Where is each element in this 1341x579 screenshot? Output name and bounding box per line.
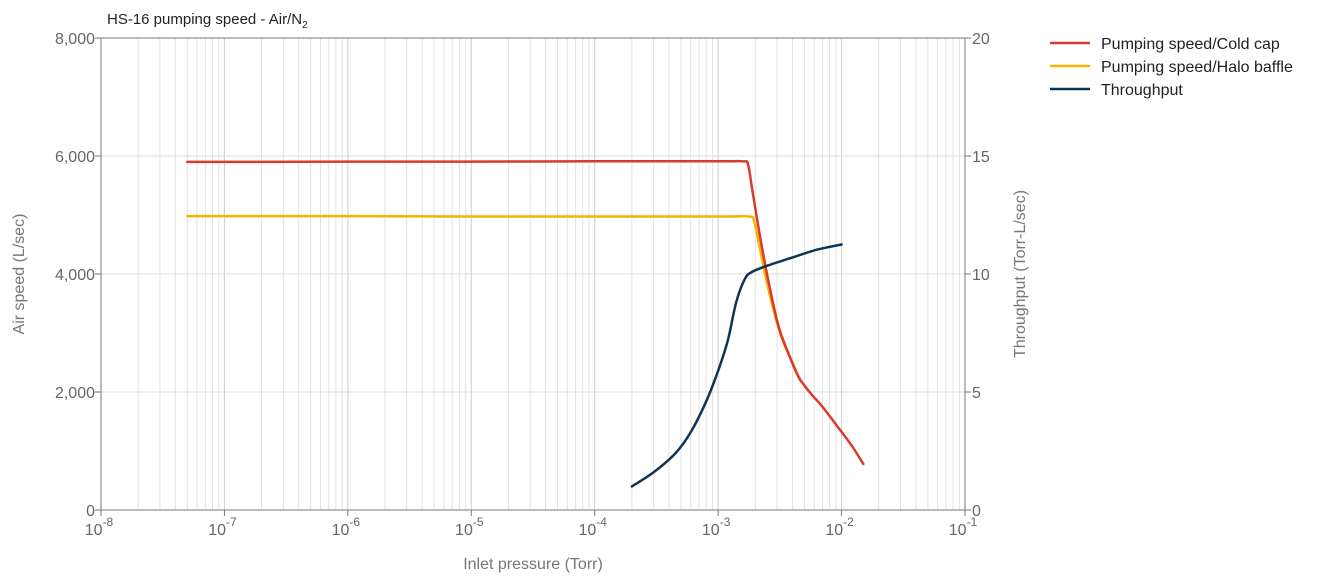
y2-axis-title: Throughput (Torr-L/sec) bbox=[1012, 190, 1029, 358]
y-tick-label: 0 bbox=[86, 503, 95, 520]
series-layer bbox=[186, 159, 865, 488]
y2-tick-label: 5 bbox=[972, 385, 981, 402]
x-tick-label: 10-6 bbox=[332, 515, 361, 539]
legend-item-pumping-speed-cold-cap: Pumping speed/Cold cap bbox=[1050, 36, 1280, 53]
y-tick-label: 8,000 bbox=[55, 31, 95, 48]
x-tick-label: 10-4 bbox=[578, 515, 607, 539]
legend-label: Pumping speed/Halo baffle bbox=[1101, 59, 1293, 76]
y2-axis-ticks: 0 5 10 15 20 bbox=[965, 31, 990, 520]
legend-item-pumping-speed-halo-baffle: Pumping speed/Halo baffle bbox=[1050, 59, 1293, 76]
y-tick-label: 4,000 bbox=[55, 267, 95, 284]
x-axis-title: Inlet pressure (Torr) bbox=[463, 556, 603, 573]
y-axis-ticks: 0 2,000 4,000 6,000 8,000 bbox=[55, 31, 101, 520]
y-axis-title: Air speed (L/sec) bbox=[11, 214, 28, 335]
x-axis-ticks: 10-8 10-7 10-6 10-5 10-4 10-3 10-2 10-1 bbox=[85, 510, 978, 539]
y-gridlines bbox=[101, 37, 965, 511]
grid bbox=[100, 37, 966, 511]
legend-label: Throughput bbox=[1101, 82, 1183, 99]
x-tick-label: 10-3 bbox=[702, 515, 731, 539]
series-line-throughput bbox=[630, 243, 843, 488]
y2-tick-label: 20 bbox=[972, 31, 990, 48]
x-tick-label: 10-1 bbox=[949, 515, 978, 539]
legend: Pumping speed/Cold cap Pumping speed/Halo… bbox=[1050, 36, 1293, 99]
y2-tick-label: 0 bbox=[972, 503, 981, 520]
series-line-pumping-speed-cold-cap bbox=[186, 159, 865, 466]
y2-tick-label: 10 bbox=[972, 267, 990, 284]
x-tick-label: 10-8 bbox=[85, 515, 114, 539]
y-tick-label: 2,000 bbox=[55, 385, 95, 402]
x-tick-label: 10-2 bbox=[825, 515, 854, 539]
legend-label: Pumping speed/Cold cap bbox=[1101, 36, 1280, 53]
y-tick-label: 6,000 bbox=[55, 149, 95, 166]
legend-item-throughput: Throughput bbox=[1050, 82, 1183, 99]
x-tick-label: 10-5 bbox=[455, 515, 484, 539]
series-line-pumping-speed-halo-baffle bbox=[186, 214, 802, 382]
x-tick-label: 10-7 bbox=[208, 515, 237, 539]
chart-title: HS-16 pumping speed - Air/N2 bbox=[107, 11, 308, 31]
y2-tick-label: 15 bbox=[972, 149, 990, 166]
